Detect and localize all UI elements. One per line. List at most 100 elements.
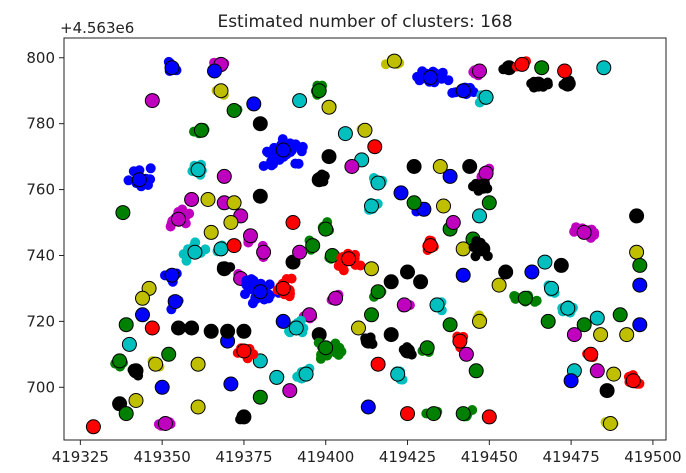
cluster-center (432, 159, 448, 174)
cluster-center (481, 195, 497, 211)
cluster-green (310, 80, 328, 100)
cluster-green (313, 337, 347, 364)
cluster-center (171, 320, 186, 336)
cluster-point (338, 265, 349, 276)
cluster-cyan (284, 315, 309, 338)
cluster-center (226, 103, 242, 118)
cluster-magenta (144, 93, 160, 109)
cluster-point (355, 260, 366, 271)
cluster-yellow (190, 356, 206, 372)
cluster-point (264, 279, 275, 290)
cluster-center (321, 149, 337, 165)
cluster-center (383, 327, 399, 343)
cluster-point (258, 161, 269, 171)
y-tick-label: 800 (26, 49, 55, 67)
cluster-point (200, 244, 211, 255)
cluster-magenta (445, 215, 461, 230)
cluster-blue (135, 307, 150, 323)
cluster-center (292, 244, 308, 260)
cluster-center (560, 300, 576, 316)
cluster-blue (258, 134, 308, 171)
cluster-black (558, 75, 576, 92)
cluster-center (226, 238, 242, 254)
cluster-magenta (292, 244, 308, 260)
cluster-center (252, 116, 268, 132)
cluster-yellow (606, 366, 622, 382)
cluster-center (517, 290, 533, 306)
cluster-blue (632, 317, 648, 333)
cluster-center (475, 241, 491, 257)
cluster-center (426, 406, 442, 422)
cluster-yellow (455, 241, 471, 257)
cluster-center (216, 261, 232, 277)
cluster-black (462, 159, 478, 174)
cluster-center (576, 224, 592, 240)
cluster-blue (455, 267, 471, 283)
cluster-center (455, 267, 471, 283)
cluster-yellow (380, 53, 405, 70)
cluster-center (534, 60, 550, 76)
cluster-center (537, 254, 553, 270)
cluster-center (311, 83, 327, 99)
cluster-point (437, 72, 448, 83)
cluster-green (421, 406, 443, 422)
y-tick-label: 780 (26, 115, 55, 133)
cluster-red (333, 248, 366, 276)
cluster-yellow (321, 99, 337, 115)
cluster-green (304, 235, 321, 255)
cluster-center (298, 366, 314, 382)
cluster-black (406, 159, 422, 174)
cluster-green (632, 257, 648, 273)
cluster-black (235, 409, 252, 425)
cluster-center (612, 307, 628, 323)
cluster-black (383, 274, 399, 290)
cluster-center (406, 195, 422, 211)
cluster-center (216, 168, 232, 184)
cluster-green (317, 217, 335, 237)
cluster-black (553, 257, 569, 273)
cluster-center (236, 343, 252, 359)
x-tick-label: 419475 (542, 448, 599, 466)
cluster-center (115, 205, 131, 221)
cluster-red (512, 56, 532, 72)
cluster-green (455, 405, 478, 422)
cluster-center (243, 228, 258, 244)
cluster-center (203, 323, 219, 339)
cluster-point (509, 291, 520, 301)
cluster-point (296, 143, 307, 154)
cluster-magenta (326, 289, 344, 306)
cluster-center (413, 274, 429, 290)
cluster-cyan (390, 366, 408, 385)
cluster-black (321, 149, 337, 165)
cluster-center (85, 419, 101, 435)
x-axis: 419325 419350 419375 419400 419425 419450 4194… (52, 440, 682, 466)
cluster-blue (160, 267, 182, 287)
cluster-center (203, 224, 219, 240)
cluster-red (144, 320, 160, 336)
cluster-green (161, 346, 177, 362)
cluster-cyan (121, 336, 137, 352)
y-tick-label: 760 (26, 181, 55, 199)
cluster-center (583, 346, 599, 362)
cluster-center (422, 238, 438, 254)
cluster-center (164, 60, 180, 76)
cluster-center (207, 63, 222, 79)
cluster-center (275, 313, 291, 329)
cluster-center (128, 363, 144, 379)
cluster-center (223, 215, 239, 230)
cluster-center (364, 307, 379, 323)
cluster-black (216, 261, 236, 277)
cluster-red (582, 346, 599, 363)
cluster-center (544, 280, 559, 296)
cluster-center (305, 238, 321, 254)
cluster-center (282, 383, 298, 399)
cluster-center (419, 340, 435, 356)
cluster-magenta (344, 159, 360, 174)
x-tick-label: 419500 (624, 448, 681, 466)
cluster-center (190, 162, 206, 178)
cluster-red (85, 419, 101, 435)
cluster-center (357, 122, 373, 138)
cluster-center (400, 406, 415, 422)
cluster-blue (447, 82, 479, 100)
cluster-center (478, 89, 494, 105)
